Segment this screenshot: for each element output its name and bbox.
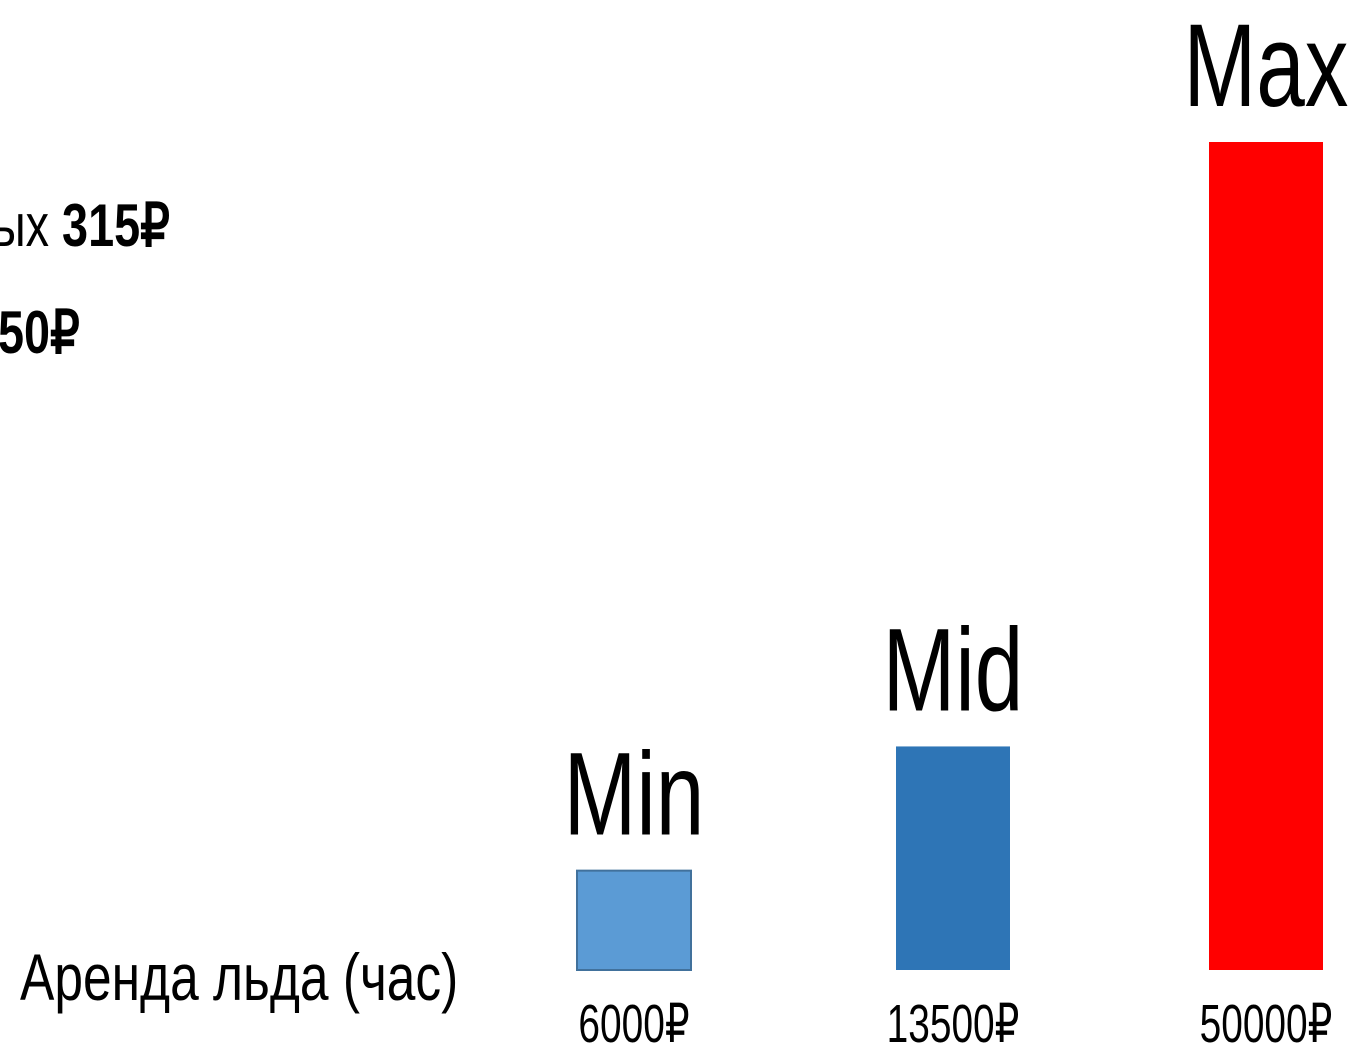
bar-max xyxy=(1209,142,1323,970)
bar-min xyxy=(576,869,692,972)
bar-mid xyxy=(896,746,1010,970)
value-label-mid: 13500₽ xyxy=(887,993,1020,1047)
category-label-max: Max xyxy=(1184,0,1349,131)
category-label-min: Min xyxy=(564,728,705,860)
side-text-line-2-value: 50₽ xyxy=(0,299,80,366)
x-axis-label: Аренда льда (час) xyxy=(20,940,459,1014)
side-text-line-2: 50₽ xyxy=(0,303,80,363)
side-text-line-1-value: 315₽ xyxy=(62,192,170,259)
value-label-min: 6000₽ xyxy=(578,993,689,1047)
value-label-max: 50000₽ xyxy=(1200,993,1333,1047)
category-label-mid: Mid xyxy=(883,604,1024,736)
side-text-line-1: ых 315₽ xyxy=(0,196,170,256)
side-text-line-1-prefix: ых xyxy=(0,192,50,259)
